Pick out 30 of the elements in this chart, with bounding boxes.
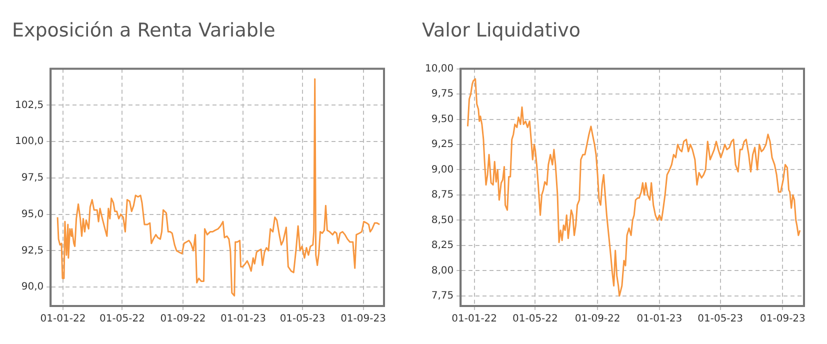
x-tick-label: 01-05-23: [280, 314, 326, 325]
y-tick-label: 7,75: [431, 290, 454, 302]
x-tick-label: 01-09-22: [160, 314, 206, 325]
x-tick-label: 01-01-23: [636, 314, 682, 325]
y-tick-label: 8,00: [431, 265, 454, 276]
x-tick-label: 01-05-23: [698, 314, 744, 325]
x-tick-label: 01-05-22: [512, 314, 558, 325]
y-tick-label: 10,00: [424, 63, 454, 74]
y-tick-label: 9,50: [431, 114, 454, 125]
y-tick-label: 100,0: [14, 136, 44, 148]
y-tick-label: 97,5: [21, 172, 44, 184]
chart-title: Valor Liquidativo: [422, 19, 580, 42]
y-tick-label: 9,75: [431, 88, 454, 100]
y-tick-label: 8,50: [431, 214, 454, 226]
x-tick-label: 01-01-22: [452, 314, 498, 325]
y-tick-label: 8,25: [431, 240, 454, 252]
y-tick-label: 90,0: [21, 282, 44, 293]
y-tick-label: 102,5: [14, 100, 44, 111]
chart-title: Exposición a Renta Variable: [12, 19, 276, 42]
y-tick-label: 9,25: [431, 139, 454, 150]
y-tick-label: 8,75: [431, 190, 454, 201]
y-tick-label: 95,0: [21, 208, 44, 220]
x-tick-label: 01-05-22: [100, 314, 145, 325]
y-tick-label: 92,5: [21, 245, 44, 256]
x-tick-label: 01-01-23: [220, 314, 266, 325]
x-tick-label: 01-09-23: [760, 314, 806, 325]
x-tick-label: 01-01-22: [40, 314, 86, 325]
y-tick-label: 9,00: [431, 164, 454, 176]
x-tick-label: 01-09-23: [340, 314, 386, 325]
x-tick-label: 01-09-22: [574, 314, 620, 325]
